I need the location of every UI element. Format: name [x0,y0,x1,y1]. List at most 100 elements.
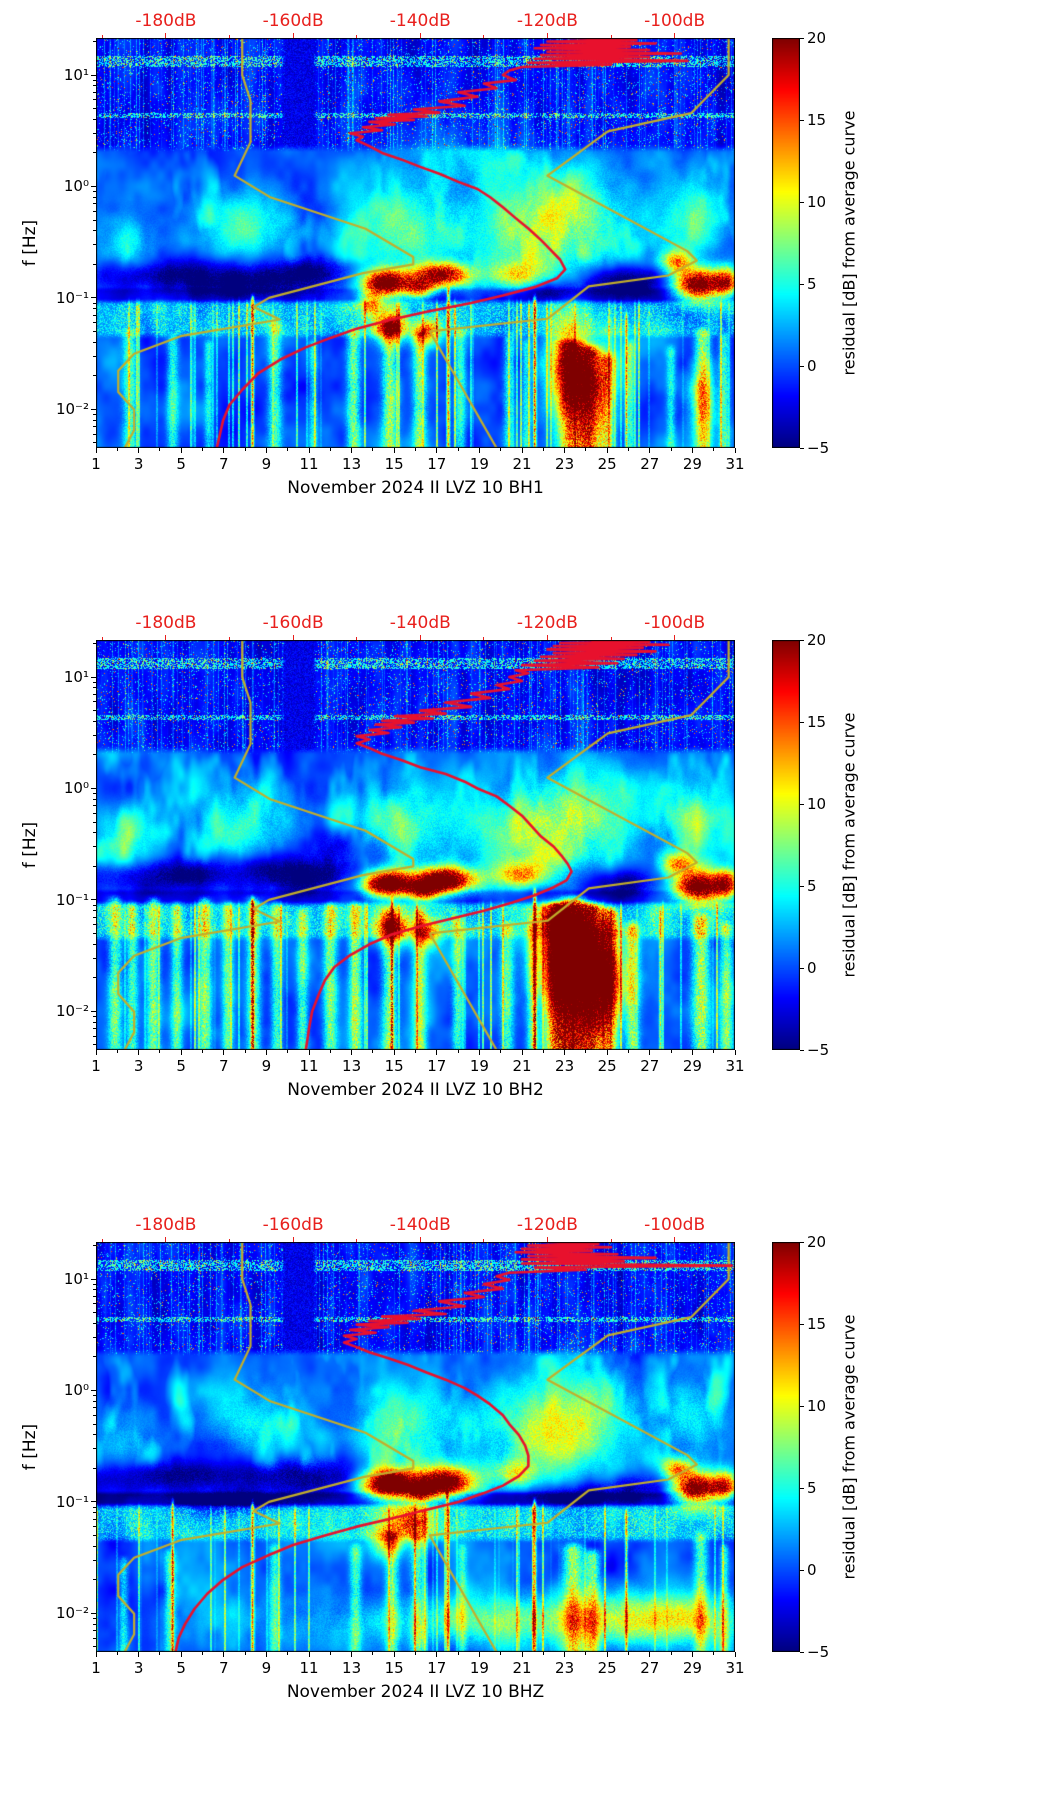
y-minor-tick [92,375,96,377]
x-tick-label: 7 [219,455,229,473]
top-axis-tick-label: -160dB [262,11,324,31]
x-tick-label: 15 [384,1659,404,1677]
y-minor-tick [92,1623,96,1625]
y-minor-tick [92,1617,96,1619]
x-tick [351,448,353,453]
top-axis-tick-label: -140dB [389,1215,451,1235]
top-axis-tick [546,1237,548,1242]
x-tick-label: 31 [725,1659,745,1677]
y-minor-tick [92,1414,96,1416]
x-tick [95,448,97,453]
x-tick-label: 7 [219,1057,229,1075]
y-minor-tick [92,687,96,689]
colorbar-tick-label: 5 [807,1479,817,1497]
y-minor-tick [92,821,96,823]
top-axis-tick-label: -120dB [516,613,578,633]
x-minor-tick [500,1050,502,1053]
top-axis-minor-tick [101,35,103,38]
colorbar-tick [800,885,804,887]
top-axis-tick [419,33,421,38]
y-minor-tick [92,426,96,428]
y-minor-tick [92,1015,96,1017]
y-minor-tick [92,1534,96,1536]
colorbar-tick-label: −5 [807,1643,830,1661]
y-minor-tick [92,1467,96,1469]
x-axis-title-bhz: November 2024 II LVZ 10 BHZ [286,1682,545,1702]
x-tick [734,1652,736,1657]
top-axis-tick [674,635,676,640]
y-minor-tick [92,693,96,695]
y-tick [91,1501,96,1503]
top-axis-tick-label: -160dB [262,1215,324,1235]
top-axis-tick-label: -100dB [644,1215,706,1235]
x-tick-label: 9 [261,1057,272,1075]
x-tick-label: 3 [133,1659,144,1677]
colorbar-tick [800,201,804,203]
y-axis-label: f [Hz] [20,821,40,869]
colorbar-tick [800,1569,804,1571]
x-tick-label: 3 [133,1057,144,1075]
y-minor-tick [92,322,96,324]
y-minor-tick [92,219,96,221]
spectrogram-panel-bh1: f [Hz] November 2024 II LVZ 10 BH1 resid… [0,0,1052,602]
y-minor-tick [92,643,96,644]
top-axis-tick [165,635,167,640]
top-axis-minor-tick [101,637,103,640]
x-tick [265,1050,267,1055]
y-minor-tick [92,1407,96,1409]
spectrogram-panel-bh2: f [Hz] November 2024 II LVZ 10 BH2 resid… [0,602,1052,1204]
top-axis-tick-label: -120dB [516,11,578,31]
spectrogram-canvas-bh1 [96,38,735,448]
x-tick [734,1050,736,1055]
x-minor-tick [670,1652,672,1655]
colorbar-tick-label: 15 [807,713,827,731]
x-minor-tick [202,448,203,451]
x-tick [265,1652,267,1657]
x-tick-label: 23 [555,455,575,473]
x-minor-tick [500,448,502,451]
y-tick [91,74,96,76]
y-minor-tick [92,1637,96,1639]
y-minor-tick [92,1518,96,1520]
x-tick [478,1050,480,1055]
x-tick-label: 25 [597,455,617,473]
x-tick-label: 5 [176,1659,186,1677]
x-tick-label: 29 [682,455,702,473]
x-minor-tick [628,1050,629,1053]
y-minor-tick [92,924,96,926]
colorbar-tick [800,639,804,641]
x-tick [138,1652,140,1657]
x-tick [308,448,310,453]
x-minor-tick [159,1050,161,1053]
colorbar-tick [800,803,804,805]
x-minor-tick [159,448,161,451]
colorbar-tick-label: 0 [807,1561,817,1579]
colorbar-canvas-bh2 [772,640,800,1050]
x-tick [138,448,140,453]
x-tick [351,1652,353,1657]
y-minor-tick [92,341,96,343]
y-minor-tick [92,302,96,304]
x-minor-tick [457,1652,459,1655]
top-axis-minor-tick [229,637,231,640]
x-tick [180,1050,182,1055]
y-minor-tick [92,132,96,134]
x-tick [649,1050,651,1055]
top-axis-minor-tick [101,1239,103,1242]
x-tick [95,1652,97,1657]
y-tick-label: 10¹ [63,1270,89,1289]
top-axis-minor-tick [483,35,485,38]
y-minor-tick [92,244,96,246]
x-minor-tick [372,448,374,451]
x-minor-tick [713,1652,715,1655]
y-minor-tick [92,1434,96,1436]
colorbar-label: residual [dB] from average curve [839,1314,859,1580]
top-axis-tick [292,635,294,640]
y-minor-tick [92,413,96,415]
y-minor-tick [92,210,96,212]
x-minor-tick [287,1652,289,1655]
colorbar-tick [800,283,804,285]
x-axis-title-bh2: November 2024 II LVZ 10 BH2 [287,1080,544,1100]
y-minor-tick [92,1312,96,1314]
x-minor-tick [585,1050,587,1053]
